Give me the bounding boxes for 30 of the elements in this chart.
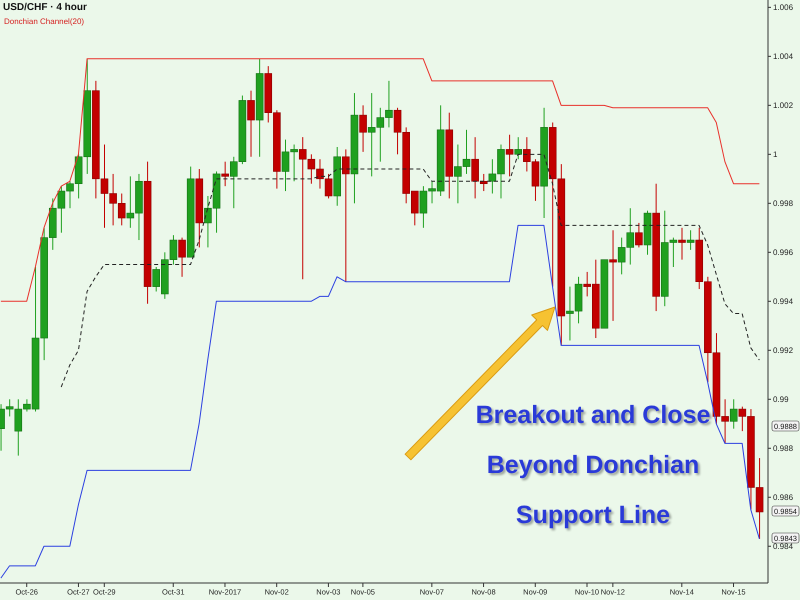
candlestick [221, 161, 229, 187]
candlestick [678, 227, 686, 260]
y-tick-label: 0.988 [773, 444, 794, 454]
candlestick [178, 237, 186, 278]
line-series [0, 224, 760, 579]
chart-title: USD/CHF · 4 hour [3, 2, 87, 13]
y-tick-label: 1.002 [773, 101, 794, 110]
candlestick [471, 136, 479, 199]
y-tick-label: 0.992 [773, 346, 794, 356]
candlestick [609, 230, 617, 322]
y-tick-label: 0.986 [773, 493, 794, 502]
text: Donchian Channel(20) [4, 17, 84, 26]
y-tick-label: 0.996 [773, 248, 794, 258]
y-tick-label: 0.994 [773, 297, 794, 306]
candlestick [730, 398, 738, 430]
candlestick [635, 222, 643, 248]
y-tick-label: 0.998 [773, 199, 794, 208]
y-tick-label: 0.984 [773, 542, 794, 552]
y-tick-label: 1 [773, 150, 778, 160]
candlestick [359, 104, 367, 152]
candlestick [506, 134, 514, 177]
candlestick [514, 136, 522, 160]
candlestick [342, 148, 350, 282]
y-tick-label: 1.006 [773, 3, 794, 12]
candlestick [247, 90, 255, 158]
annotation: Breakout and Close Beyond Donchian Support Line [474, 400, 712, 531]
y-tick-label: 1.004 [773, 52, 794, 62]
candlestick [686, 230, 694, 250]
y-tick-label: 0.99 [773, 395, 790, 404]
line-series [0, 58, 760, 302]
